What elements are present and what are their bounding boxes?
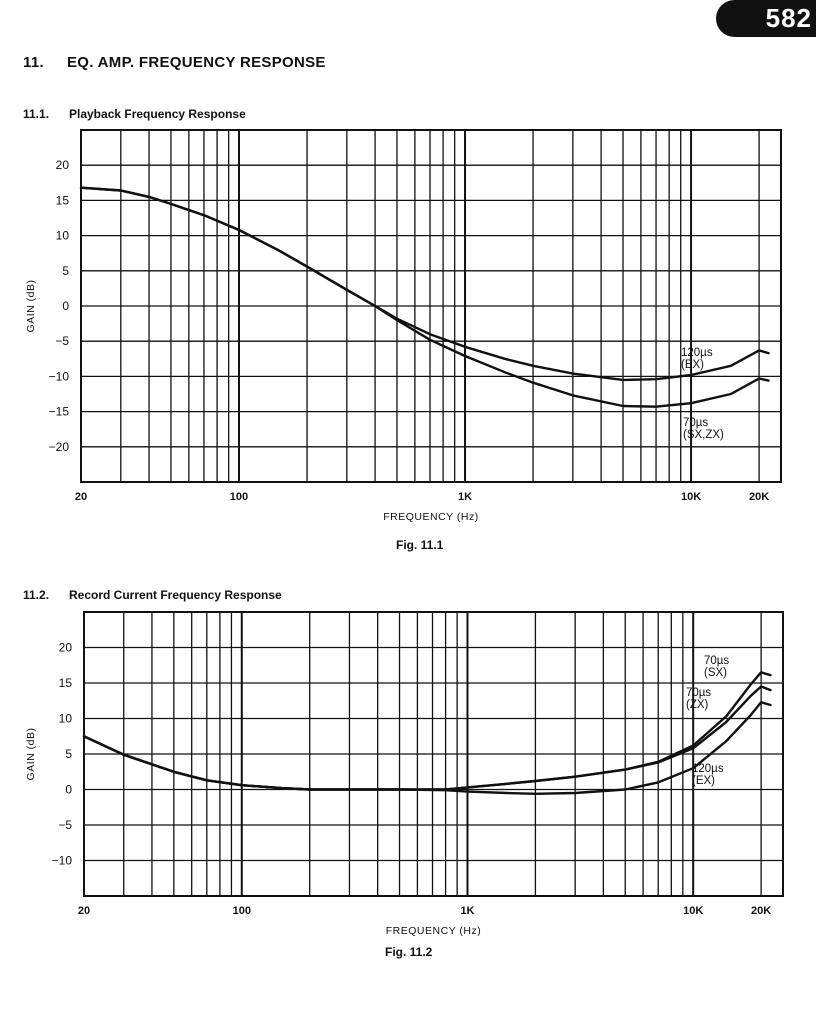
y-tick-label: −10: [49, 369, 70, 383]
series-label-line: (SX): [704, 667, 727, 679]
y-tick-label: 5: [62, 264, 69, 278]
y-tick-label: 10: [59, 712, 73, 726]
x-tick-label: 20: [75, 491, 87, 503]
x-tick-label: 100: [233, 905, 251, 917]
series-label-line: 120µs: [681, 347, 713, 359]
subsection-title-text: Playback Frequency Response: [69, 107, 246, 121]
series-label-line: 70µs: [683, 417, 708, 429]
subsection-title-playback: 11.1. Playback Frequency Response: [23, 107, 246, 121]
y-tick-label: −5: [58, 818, 72, 832]
x-tick-label: 1K: [460, 905, 474, 917]
y-tick-label: 10: [56, 229, 70, 243]
y-tick-label: −10: [52, 854, 73, 868]
y-tick-label: 20: [56, 158, 70, 172]
y-tick-label: 15: [59, 676, 73, 690]
subsection-number: 11.1.: [23, 107, 50, 121]
series-label-line: (ZX): [686, 699, 709, 711]
section-number: 11.: [23, 54, 44, 71]
series-label-line: (EX): [681, 359, 704, 371]
x-tick-label: 10K: [681, 491, 701, 503]
y-tick-label: −5: [55, 334, 69, 348]
section-title: 11. EQ. AMP. FREQUENCY RESPONSE: [23, 54, 326, 71]
x-axis-title: FREQUENCY (Hz): [386, 925, 481, 937]
y-tick-label: −20: [49, 440, 70, 454]
y-tick-label: 15: [56, 193, 70, 207]
y-tick-label: 0: [62, 299, 69, 313]
series-line: [79, 186, 770, 382]
playback-frequency-response-chart: 20 15 10 5 0 −5 −10 −15 −20 20 100 1K 10K 20K FREQUENC…: [25, 129, 782, 523]
y-axis-title: GAIN (dB): [25, 728, 37, 781]
series-label: 120µs (EX): [692, 763, 724, 787]
series-label: 70µs (SX,ZX): [683, 417, 724, 441]
x-axis-title: FREQUENCY (Hz): [383, 511, 478, 523]
subsection-number: 11.2.: [23, 588, 50, 602]
series-label-line: 70µs: [704, 655, 729, 667]
x-tick-label: 20K: [751, 905, 771, 917]
page-number-badge: 582: [716, 0, 816, 37]
plot-frame: [80, 129, 782, 483]
series-label-line: (SX,ZX): [683, 429, 724, 441]
x-tick-label: 20: [78, 905, 90, 917]
x-tick-label: 20K: [749, 491, 769, 503]
y-tick-label: 0: [65, 783, 72, 797]
x-tick-label: 1K: [458, 491, 472, 503]
section-title-text: EQ. AMP. FREQUENCY RESPONSE: [67, 54, 326, 71]
series-label: 70µs (SX): [704, 655, 729, 679]
y-axis-title: GAIN (dB): [25, 280, 37, 333]
series-line: [82, 671, 772, 791]
plot-frame: [83, 611, 784, 897]
y-tick-label: 5: [65, 747, 72, 761]
series-label: 120µs (EX): [681, 347, 713, 371]
subsection-title-record: 11.2. Record Current Frequency Response: [23, 588, 282, 602]
series-label-line: (EX): [692, 775, 715, 787]
subsection-title-text: Record Current Frequency Response: [69, 588, 282, 602]
series-line: [79, 186, 770, 408]
record-current-frequency-response-chart: 20 15 10 5 0 −5 −10 20 100 1K 10K 20K FREQUENCY (Hz)…: [25, 611, 784, 937]
x-tick-label: 10K: [683, 905, 703, 917]
figure-caption-11-2: Fig. 11.2: [385, 945, 433, 959]
series-label-line: 120µs: [692, 763, 724, 775]
y-tick-label: −15: [49, 405, 70, 419]
figure-caption-11-1: Fig. 11.1: [396, 538, 444, 552]
y-tick-label: 20: [59, 641, 73, 655]
series-label: 70µs (ZX): [686, 687, 711, 711]
x-tick-label: 100: [230, 491, 248, 503]
series-label-line: 70µs: [686, 687, 711, 699]
series-line: [82, 701, 772, 795]
